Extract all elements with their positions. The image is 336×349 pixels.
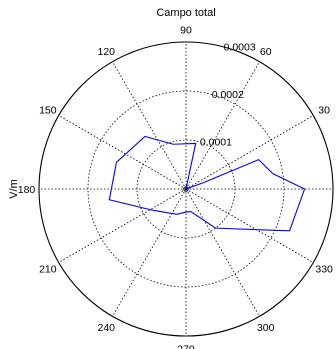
angle-label-330: 330 <box>315 264 333 276</box>
radial-tick-labels: 0.0001 0.0002 0.0003 <box>200 41 256 148</box>
angle-label-240: 240 <box>97 322 115 334</box>
angle-spoke-330 <box>185 188 314 263</box>
angle-spoke-210 <box>58 188 187 263</box>
angle-spoke-240 <box>112 188 187 317</box>
angle-label-120: 120 <box>97 46 115 58</box>
angle-tick-labels: 0306090120150180210240270300330 <box>18 25 333 349</box>
outer-circle <box>38 41 334 337</box>
angle-label-150: 150 <box>39 104 57 116</box>
series-line-1 <box>108 135 306 232</box>
angle-label-30: 30 <box>318 104 330 116</box>
angle-spoke-300 <box>185 188 260 317</box>
angle-label-300: 300 <box>257 322 275 334</box>
angle-label-90: 90 <box>180 25 192 37</box>
angle-label-60: 60 <box>260 46 272 58</box>
radial-label-0.0003: 0.0003 <box>224 41 256 53</box>
chart-title: Campo total <box>156 7 215 19</box>
angle-spoke-120 <box>112 61 187 190</box>
angle-label-270: 270 <box>177 343 195 349</box>
angle-label-180: 180 <box>18 184 36 196</box>
data-series <box>108 135 306 232</box>
polar-grid <box>39 42 333 336</box>
angle-label-210: 210 <box>39 264 57 276</box>
angle-spoke-60 <box>185 61 260 190</box>
angle-spoke-150 <box>58 115 187 190</box>
radial-label-0.0002: 0.0002 <box>212 89 244 101</box>
radial-label-0.0001: 0.0001 <box>200 136 232 148</box>
y-axis-label: V/m <box>8 179 20 199</box>
angle-spoke-30 <box>185 115 314 190</box>
